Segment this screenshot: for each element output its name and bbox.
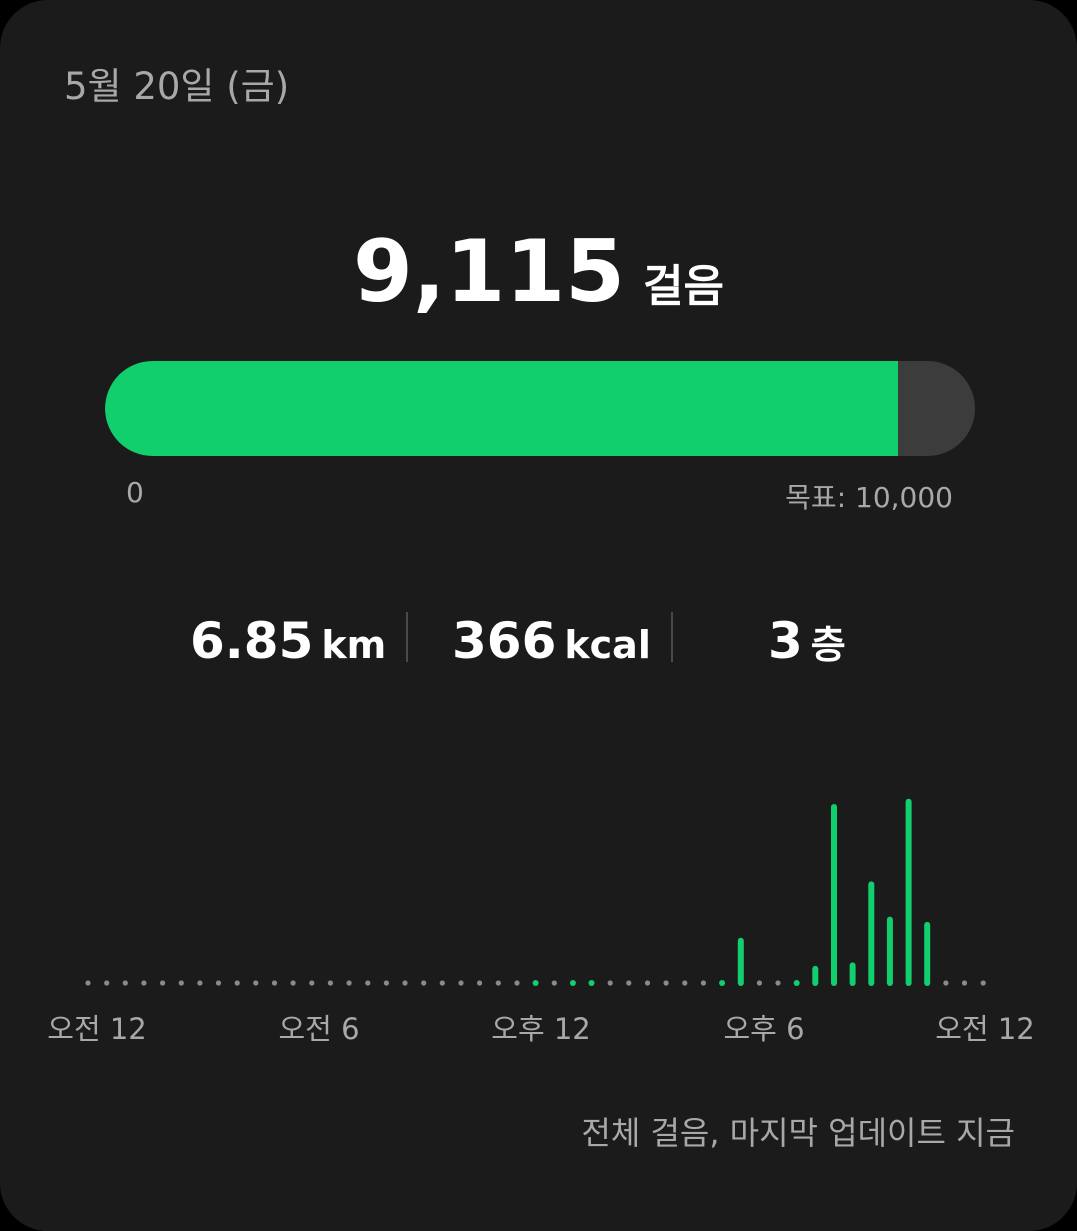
chart-dot: [197, 980, 203, 986]
chart-dot: [682, 980, 688, 986]
chart-dot: [663, 980, 669, 986]
chart-dot: [383, 980, 389, 986]
chart-active-dot: [569, 980, 576, 986]
distance-stat: 6.85 km: [190, 612, 386, 670]
chart-dot: [309, 980, 315, 986]
chart-dot: [775, 980, 781, 986]
steps-progress-bar: [105, 361, 975, 456]
calories-unit: kcal: [564, 623, 651, 667]
chart-dot: [551, 980, 557, 986]
steps-progress-fill: [105, 361, 898, 456]
chart-dot: [756, 980, 763, 986]
chart-dot: [980, 980, 986, 986]
chart-dot: [961, 980, 968, 986]
chart-dot: [402, 980, 408, 986]
chart-dot: [439, 980, 445, 986]
distance-unit: km: [321, 623, 387, 667]
steps-count: 9,115: [353, 222, 626, 322]
chart-active-dot: [719, 980, 726, 986]
progress-min-label: 0: [126, 476, 144, 509]
chart-active-dot: [793, 980, 800, 986]
chart-dot: [365, 980, 371, 986]
steps-unit: 걸음: [643, 261, 724, 312]
chart-active-dot: [532, 980, 539, 986]
date-label: 5월 20일 (금): [64, 65, 290, 108]
x-axis-label: 오후 6: [723, 1012, 805, 1046]
chart-dot: [458, 980, 464, 986]
chart-dot: [215, 980, 222, 986]
floors-unit: 층: [810, 623, 846, 667]
chart-dot: [346, 980, 352, 986]
calories-stat: 366 kcal: [452, 612, 651, 670]
stats-divider: [671, 612, 673, 662]
chart-dot: [495, 980, 501, 986]
hourly-steps-chart: [85, 798, 986, 986]
x-axis-label: 오전 12: [935, 1012, 1035, 1046]
chart-dot: [104, 980, 110, 986]
chart-dot: [141, 980, 147, 986]
chart-dot: [644, 980, 651, 986]
stats-divider: [406, 612, 408, 662]
floors-value: 3: [768, 612, 803, 670]
last-update-text: 전체 걸음, 마지막 업데이트 지금: [581, 1114, 1015, 1152]
distance-value: 6.85: [190, 612, 314, 670]
chart-dot: [943, 980, 949, 986]
chart-dot: [327, 980, 333, 986]
chart-dot: [234, 980, 240, 986]
chart-dot: [253, 980, 259, 986]
steps-total: 9,115 걸음: [0, 222, 1077, 322]
chart-dot: [626, 980, 632, 986]
x-axis-label: 오전 6: [278, 1012, 360, 1046]
progress-goal-label: 목표: 10,000: [785, 481, 953, 514]
chart-dot: [85, 980, 91, 986]
chart-dot: [122, 980, 128, 986]
chart-active-dot: [588, 980, 595, 986]
chart-dot: [700, 980, 707, 986]
x-axis-label: 오전 12: [47, 1012, 147, 1046]
chart-dot: [514, 980, 520, 986]
chart-dot: [160, 980, 166, 986]
x-axis-label: 오후 12: [491, 1012, 591, 1046]
chart-dot: [421, 980, 427, 986]
chart-dot: [271, 980, 278, 986]
chart-dot: [290, 980, 296, 986]
calories-value: 366: [452, 612, 557, 670]
chart-dot: [477, 980, 483, 986]
chart-dot: [607, 980, 613, 986]
chart-dot: [178, 980, 184, 986]
